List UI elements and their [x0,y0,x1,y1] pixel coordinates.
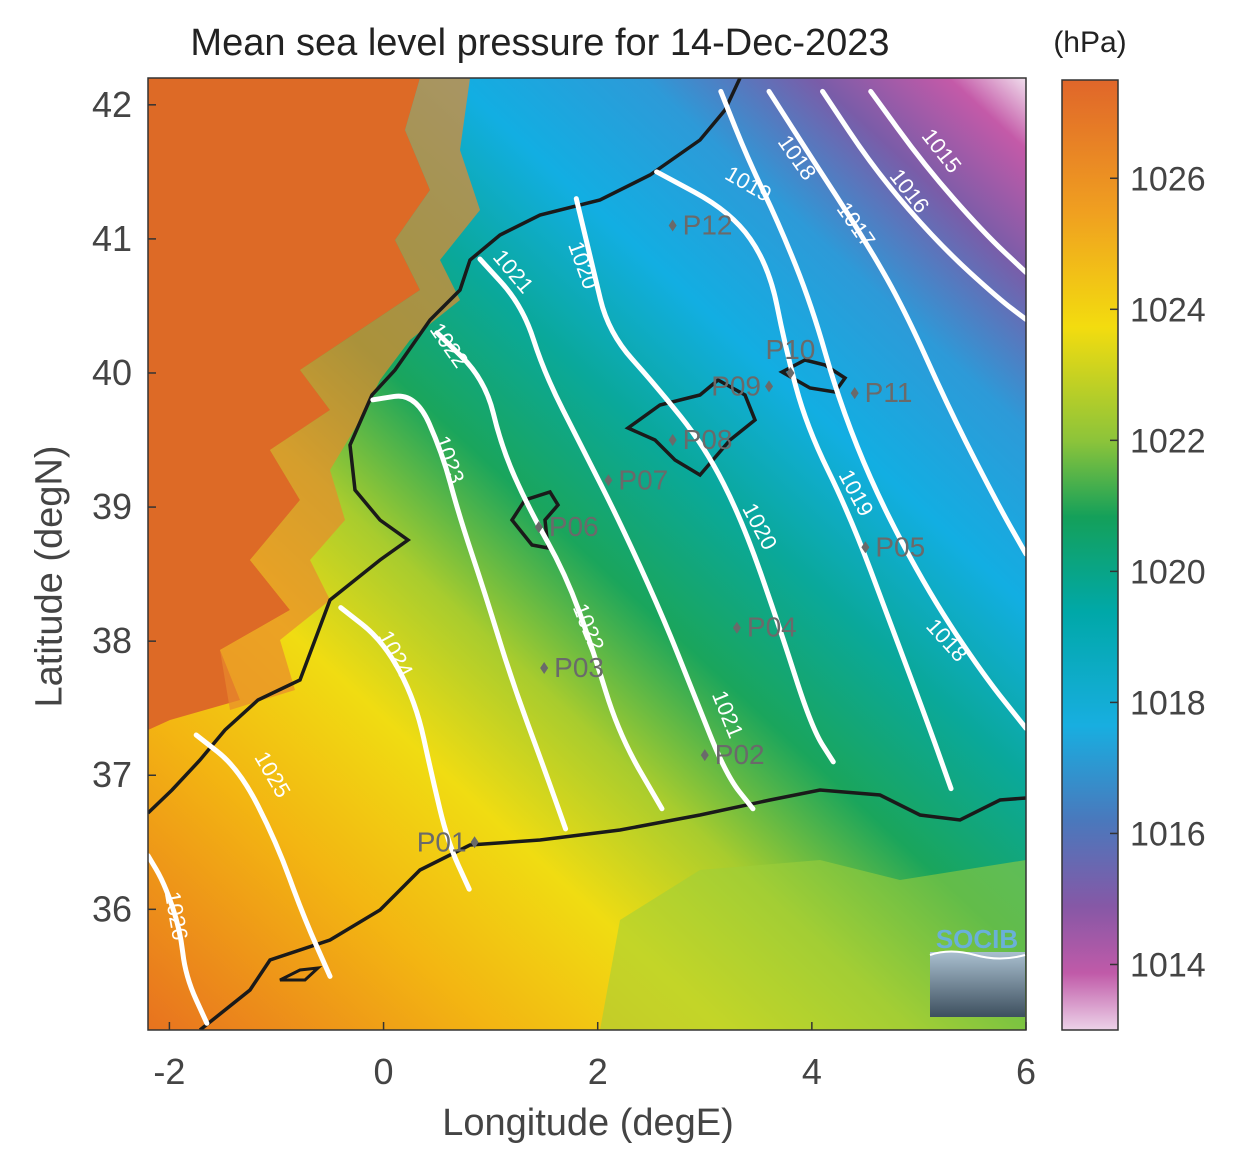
socib-logo: SOCIB [929,924,1026,1017]
contour-1025 [193,732,333,979]
colorbar [1061,79,1119,1031]
colorbar-tick-label: 1024 [1130,291,1206,329]
station-marker [786,366,795,379]
ibiza-island [509,489,561,551]
station-marker [668,434,677,447]
station-label-P03: P03 [554,652,604,683]
iberia-land-edge [220,78,480,710]
y-tick-label: 41 [92,218,132,259]
y-tick-label: 38 [92,620,132,661]
y-tick-label: 37 [92,754,132,795]
y-tick-label: 39 [92,486,132,527]
station-marker [700,749,709,762]
menorca-island [778,358,848,394]
mallorca-island [624,377,758,478]
station-marker [604,474,613,487]
station-label-P11: P11 [865,377,913,408]
contour-1019 [654,169,954,792]
station-label-P09: P09 [711,370,761,401]
map-title: Mean sea level pressure for 14-Dec-2023 [190,22,890,64]
colorbar-tick-label: 1022 [1130,422,1206,460]
station-label-P08: P08 [683,424,733,455]
colorbar-ticks: 1026 1024 1022 1020 1018 1016 1014 [1110,160,1206,984]
x-tick-label: -2 [153,1051,185,1092]
contour-1021 [477,256,756,812]
station-marker [765,380,774,393]
x-tick-label: 6 [1016,1051,1036,1092]
station-label-P07: P07 [618,464,668,495]
y-tick-label: 36 [92,888,132,929]
station-label-P10: P10 [766,334,816,365]
y-tick-label: 40 [92,352,132,393]
station-label-P02: P02 [715,739,765,770]
colorbar-tick-label: 1018 [1130,684,1206,722]
station-marker [540,661,549,674]
station-label-P05: P05 [875,531,925,562]
contour-1022 [434,330,665,812]
station-marker [668,219,677,232]
spain-coastline [148,78,742,815]
station-marker [732,621,741,634]
colorbar-units: (hPa) [1053,26,1127,59]
map-frame [147,77,1027,1031]
colorbar-tick-label: 1020 [1130,553,1206,591]
station-marker [861,541,870,554]
station-label-P12: P12 [683,209,733,240]
north-africa-coastline [198,788,1026,1030]
contour-1018 [718,88,1026,731]
station-label-P04: P04 [747,612,797,643]
contour-1017 [766,88,1026,557]
station-label-P06: P06 [549,511,599,542]
africa-land [600,860,1026,1030]
x-axis-ticks: -2 0 2 4 6 [153,1022,1036,1092]
colorbar-tick-label: 1026 [1130,160,1206,198]
y-axis-ticks: 42 41 40 39 38 37 36 [92,84,156,929]
alboran-island [279,966,323,982]
x-axis-label: Longitude (degE) [442,1102,734,1144]
station-marker [850,387,859,400]
contour-1020 [573,196,836,765]
contour-1016 [820,88,1026,322]
iberia-land [148,78,430,730]
y-tick-label: 42 [92,84,132,125]
contour-1023 [370,393,569,832]
colorbar-tick-label: 1014 [1130,946,1206,984]
x-tick-label: 2 [588,1051,608,1092]
colorbar-tick-label: 1016 [1130,815,1206,853]
socib-logo-text: SOCIB [936,924,1018,954]
contour-1026 [148,853,210,1026]
contour-1024 [338,605,472,892]
x-tick-label: 0 [374,1051,394,1092]
x-tick-label: 4 [802,1051,822,1092]
station-marker [534,521,543,534]
station-label-P01: P01 [417,826,467,857]
station-marker [470,836,479,849]
contour-1015 [868,88,1026,275]
